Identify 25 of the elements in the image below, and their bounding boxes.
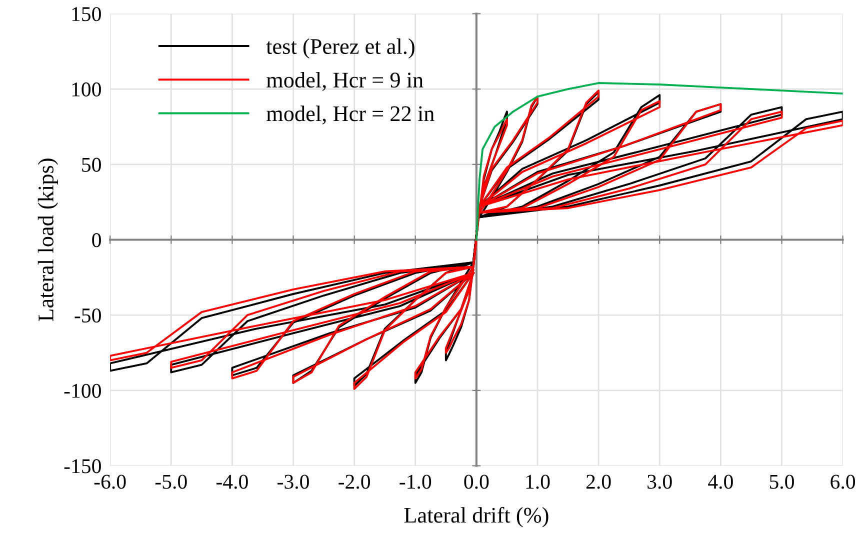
- x-tick-label: 6.0: [830, 474, 856, 489]
- x-tick-label: -5.0: [155, 474, 187, 489]
- y-tick-label: -50: [74, 308, 101, 323]
- x-tick-label: -4.0: [216, 474, 248, 489]
- x-tick-label: -3.0: [278, 474, 309, 489]
- x-tick-label: 2.0: [586, 474, 611, 489]
- legend-label: test (Perez et al.): [266, 38, 414, 59]
- x-axis-title: Lateral drift (%): [404, 506, 548, 528]
- y-tick-label: 150: [72, 7, 101, 22]
- x-tick-label: 3.0: [648, 474, 672, 489]
- x-tick-label: -6.0: [94, 474, 126, 489]
- legend-label: model, Hcr = 9 in: [266, 72, 424, 91]
- x-tick-label: 1.0: [526, 474, 550, 489]
- x-tick-label: -1.0: [400, 474, 432, 489]
- y-tick-label: 100: [72, 82, 101, 96]
- x-tick-label: 4.0: [708, 474, 733, 489]
- y-tick-label: 0: [92, 233, 101, 248]
- legend-label: model, Hcr = 22 in: [266, 106, 434, 124]
- x-tick-label: 0.0: [464, 474, 489, 489]
- y-tick-label: -150: [64, 459, 101, 474]
- y-axis-title: Lateral load (kips): [38, 158, 58, 322]
- x-tick-label: 5.0: [770, 474, 794, 489]
- y-tick-label: 50: [82, 158, 101, 172]
- x-tick-label: -2.0: [338, 474, 370, 489]
- y-tick-label: -100: [64, 384, 101, 398]
